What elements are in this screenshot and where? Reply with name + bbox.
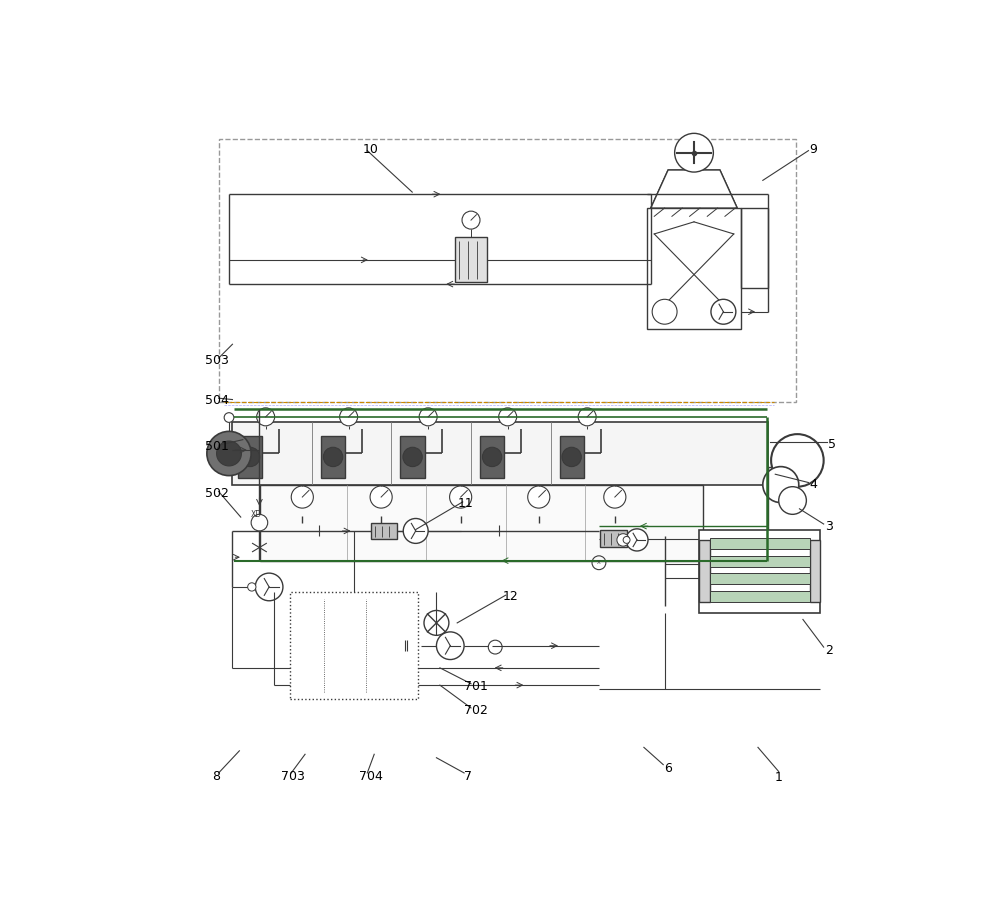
Bar [219, 139, 796, 401]
Bar [560, 436, 584, 478]
Bar [600, 530, 627, 547]
Bar [710, 556, 810, 567]
Circle shape [403, 518, 428, 543]
Bar [647, 208, 741, 329]
Circle shape [251, 515, 268, 531]
Text: 3: 3 [825, 520, 833, 533]
Text: 6: 6 [664, 762, 672, 775]
Circle shape [623, 536, 630, 543]
Circle shape [617, 533, 629, 546]
Bar [480, 436, 504, 478]
Circle shape [482, 447, 502, 467]
Circle shape [578, 408, 596, 426]
Bar [699, 540, 710, 603]
Circle shape [419, 408, 437, 426]
Polygon shape [651, 170, 737, 208]
Text: 9: 9 [809, 143, 817, 155]
Text: 7: 7 [464, 770, 472, 783]
Circle shape [424, 611, 449, 636]
Bar [371, 524, 397, 539]
Text: 701: 701 [464, 680, 488, 693]
Bar [741, 208, 768, 287]
Text: 503: 503 [205, 354, 228, 366]
Bar [400, 436, 425, 478]
Circle shape [340, 408, 358, 426]
Circle shape [436, 632, 464, 659]
Text: 10: 10 [363, 143, 379, 155]
Bar [699, 530, 820, 612]
Bar [238, 436, 262, 478]
Circle shape [291, 486, 313, 508]
Circle shape [450, 486, 472, 508]
Circle shape [217, 441, 241, 466]
Circle shape [403, 447, 422, 467]
Text: 501: 501 [205, 440, 228, 453]
Text: XD: XD [250, 510, 262, 519]
Text: 504: 504 [205, 393, 228, 407]
Text: 5: 5 [828, 438, 836, 451]
Text: 704: 704 [359, 770, 383, 783]
Text: 1: 1 [775, 770, 783, 784]
Bar [321, 436, 345, 478]
Circle shape [528, 486, 550, 508]
Circle shape [224, 413, 234, 422]
Circle shape [779, 487, 806, 515]
Bar [232, 422, 768, 485]
Circle shape [626, 529, 648, 551]
Bar [710, 591, 810, 603]
Circle shape [323, 447, 343, 467]
Text: 703: 703 [281, 770, 305, 783]
Text: X: X [597, 560, 601, 565]
Bar [710, 538, 810, 549]
Circle shape [240, 447, 260, 467]
Bar [290, 592, 418, 699]
Circle shape [499, 408, 517, 426]
Circle shape [604, 486, 626, 508]
Text: 12: 12 [503, 590, 518, 603]
Text: 702: 702 [464, 704, 488, 718]
Circle shape [711, 299, 736, 324]
Circle shape [248, 583, 256, 591]
Circle shape [488, 640, 502, 654]
Circle shape [763, 467, 799, 503]
Circle shape [675, 133, 713, 172]
Bar [810, 540, 820, 603]
Bar [710, 573, 810, 585]
Circle shape [370, 486, 392, 508]
Text: 8: 8 [213, 770, 221, 783]
Text: 11: 11 [458, 497, 473, 510]
Circle shape [562, 447, 581, 467]
Circle shape [255, 573, 283, 601]
Circle shape [462, 211, 480, 229]
Bar [455, 237, 487, 282]
Circle shape [771, 434, 824, 487]
Circle shape [257, 408, 275, 426]
Text: 2: 2 [825, 644, 833, 657]
Circle shape [652, 299, 677, 324]
Circle shape [207, 431, 251, 476]
Bar [260, 485, 703, 560]
Text: 4: 4 [809, 478, 817, 491]
Text: 502: 502 [205, 487, 228, 500]
